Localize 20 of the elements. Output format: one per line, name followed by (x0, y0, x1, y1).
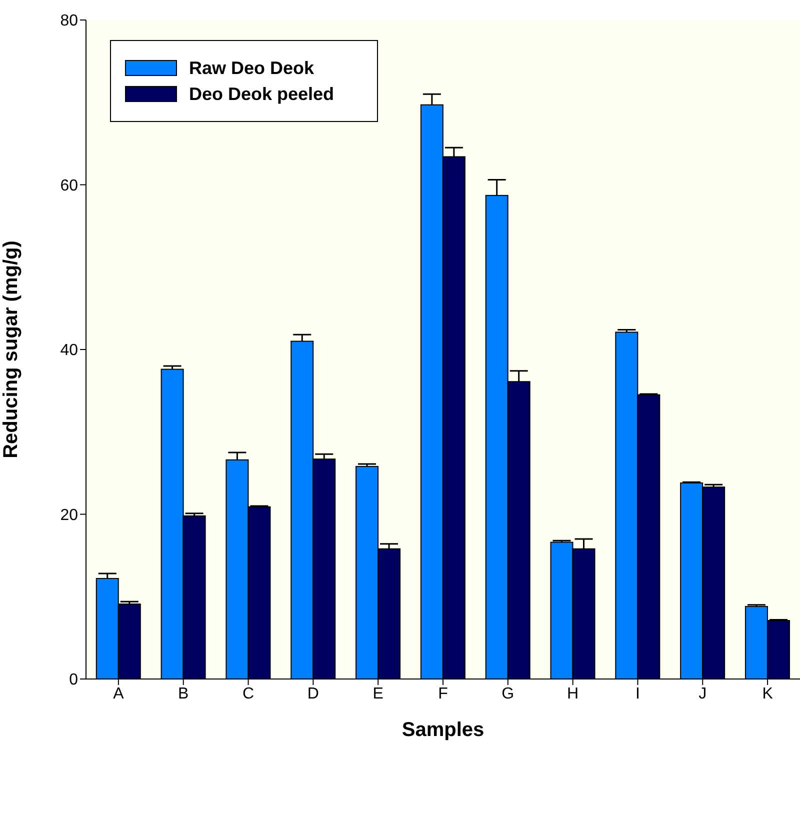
y-tick-label: 80 (60, 12, 78, 30)
x-tick-label: I (636, 685, 640, 702)
x-tick-label: D (307, 685, 319, 702)
legend-label: Raw Deo Deok (189, 58, 314, 78)
x-tick-label: H (567, 685, 579, 702)
x-tick-label: B (178, 685, 189, 702)
x-tick-label: A (113, 685, 124, 702)
y-tick-label: 0 (69, 672, 78, 689)
y-tick-label: 20 (60, 506, 78, 524)
y-axis-title: Reducing sugar (mg/g) (0, 240, 22, 458)
x-tick-label: K (762, 685, 774, 702)
y-tick-label: 40 (60, 342, 78, 360)
x-tick-label: F (438, 685, 448, 702)
legend-label: Deo Deok peeled (189, 84, 334, 104)
x-tick-label: E (372, 685, 384, 702)
x-tick-label: J (698, 685, 707, 702)
x-axis-title: Samples (402, 719, 484, 741)
y-tick-label: 60 (60, 177, 78, 194)
x-tick-label: G (502, 685, 514, 702)
x-tick-label: C (242, 685, 254, 702)
